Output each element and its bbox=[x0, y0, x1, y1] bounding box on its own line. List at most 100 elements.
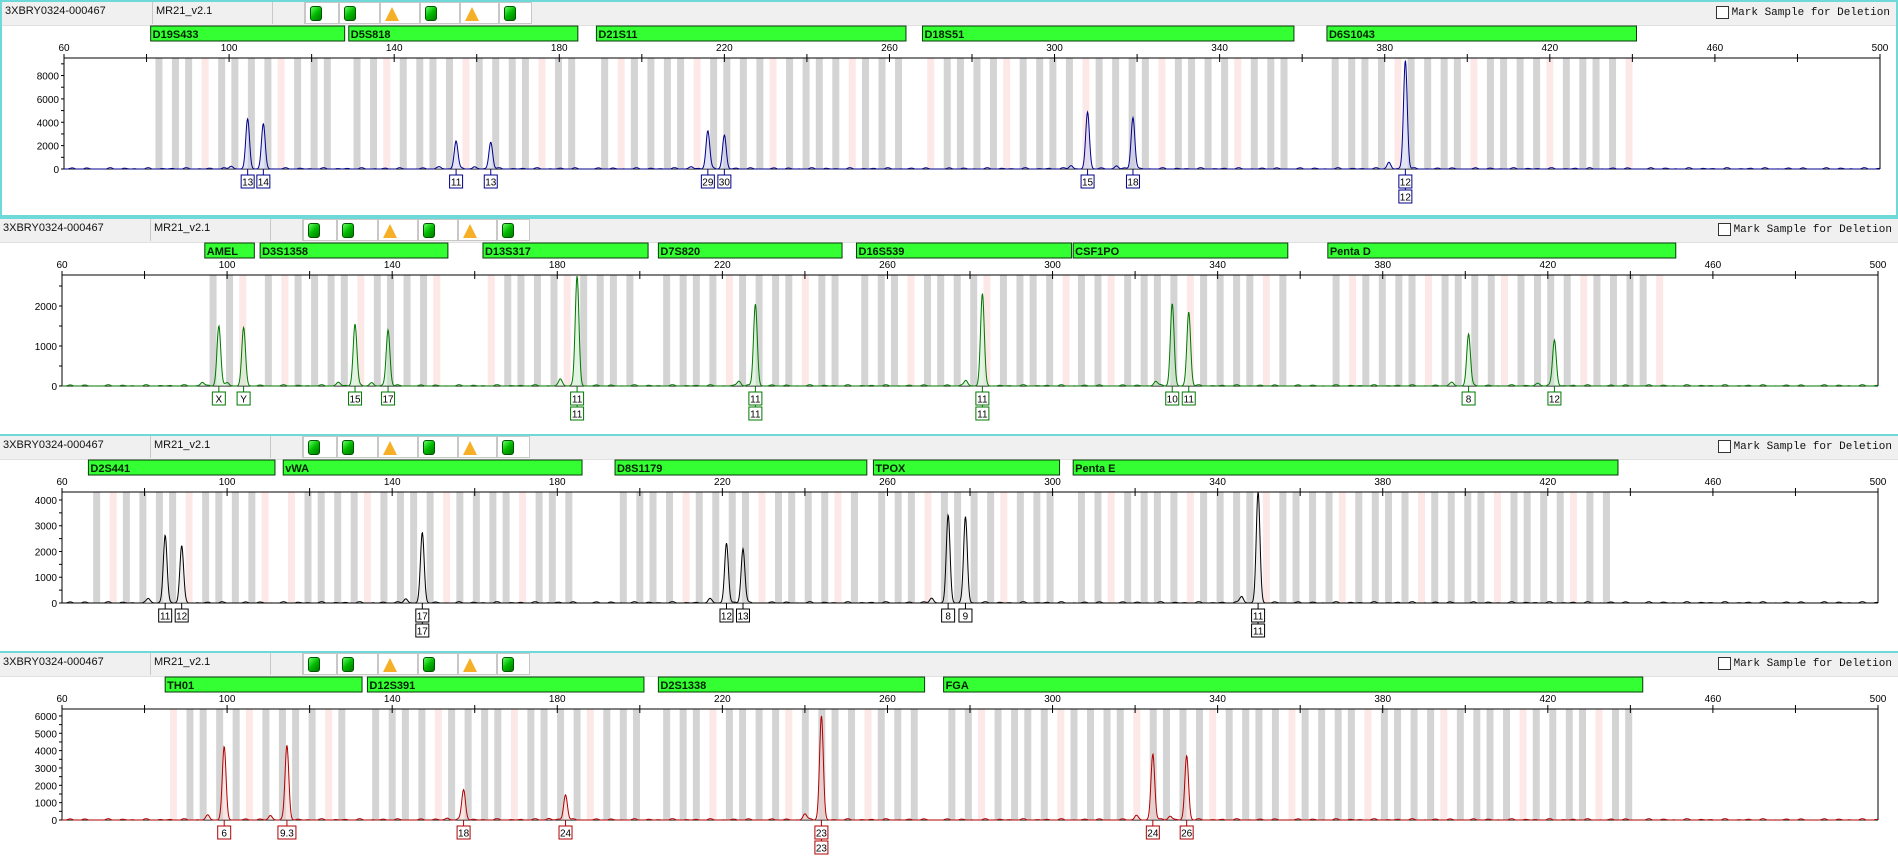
status-cell[interactable] bbox=[337, 436, 378, 458]
status-cell[interactable] bbox=[303, 219, 337, 241]
allele-label: 8 bbox=[1466, 395, 1472, 406]
marker-bar[interactable]: D2S441 bbox=[87, 459, 276, 476]
empty-cell bbox=[273, 2, 305, 24]
marker-bar[interactable]: Penta E bbox=[1072, 459, 1619, 476]
marker-bar[interactable]: D21S11 bbox=[595, 25, 907, 42]
status-cell[interactable] bbox=[339, 2, 380, 24]
status-cell[interactable] bbox=[378, 219, 418, 241]
marker-bar[interactable]: TPOX bbox=[872, 459, 1061, 476]
peak-call[interactable]: 17 bbox=[381, 386, 396, 406]
allele-label: 24 bbox=[1147, 829, 1159, 840]
peak-call[interactable]: 8 bbox=[1461, 386, 1476, 406]
marker-bar[interactable]: TH01 bbox=[164, 676, 363, 693]
peak-call[interactable]: 13 bbox=[483, 169, 498, 189]
status-cell[interactable] bbox=[499, 2, 532, 24]
peak-call[interactable]: 8 bbox=[941, 603, 956, 623]
marker-bar[interactable]: CSF1PO bbox=[1072, 242, 1289, 259]
status-cell[interactable] bbox=[337, 219, 378, 241]
sample-panel: 3XBRY0324-000467 MR21_v2.1 Mark Sample for… bbox=[0, 217, 1898, 434]
marker-bar[interactable]: D16S539 bbox=[856, 242, 1073, 259]
peak-call[interactable]: 11 bbox=[158, 603, 173, 623]
peak-call[interactable]: 24 bbox=[1145, 820, 1160, 840]
peak-call[interactable]: 6 bbox=[217, 820, 232, 840]
status-cell[interactable] bbox=[378, 436, 418, 458]
allele-bin bbox=[215, 492, 223, 603]
marker-bar[interactable]: vWA bbox=[282, 459, 583, 476]
marker-bar[interactable]: D7S820 bbox=[657, 242, 843, 259]
peak-call[interactable]: 12 bbox=[1547, 386, 1562, 406]
status-cell[interactable] bbox=[337, 653, 378, 675]
peak-call[interactable]: Y bbox=[236, 386, 251, 406]
status-cell[interactable] bbox=[418, 653, 458, 675]
virtual-bin bbox=[864, 709, 872, 820]
mark-for-deletion-checkbox[interactable] bbox=[1715, 6, 1729, 19]
peak-call[interactable]: 18 bbox=[456, 820, 471, 840]
marker-bar[interactable]: D3S1358 bbox=[259, 242, 449, 259]
marker-bar[interactable]: D5S818 bbox=[348, 25, 579, 42]
peak-call[interactable]: 12 bbox=[174, 603, 189, 623]
peak-call[interactable]: 13 bbox=[736, 603, 750, 623]
mark-for-deletion[interactable]: Mark Sample for Deletion bbox=[1717, 440, 1892, 453]
peak-call[interactable]: 18 bbox=[1125, 169, 1140, 189]
status-cell[interactable] bbox=[380, 2, 420, 24]
status-cell[interactable] bbox=[420, 2, 460, 24]
peak-call[interactable]: 24 bbox=[558, 820, 573, 840]
marker-bar[interactable]: FGA bbox=[943, 676, 1644, 693]
marker-bar[interactable]: D6S1043 bbox=[1326, 25, 1637, 42]
allele-label: 17 bbox=[417, 627, 429, 638]
marker-bar[interactable]: D8S1179 bbox=[614, 459, 868, 476]
peak-call[interactable]: 9.3 bbox=[277, 820, 297, 840]
peak-call[interactable]: X bbox=[211, 386, 226, 406]
status-cell[interactable] bbox=[378, 653, 418, 675]
status-cell[interactable] bbox=[305, 2, 339, 24]
mark-for-deletion[interactable]: Mark Sample for Deletion bbox=[1715, 6, 1890, 19]
status-cell[interactable] bbox=[497, 219, 530, 241]
status-cell[interactable] bbox=[303, 436, 337, 458]
status-cell[interactable] bbox=[460, 2, 499, 24]
peak-call[interactable]: 29 bbox=[700, 169, 715, 189]
status-cell[interactable] bbox=[458, 653, 497, 675]
mark-for-deletion[interactable]: Mark Sample for Deletion bbox=[1717, 223, 1892, 236]
mark-for-deletion-checkbox[interactable] bbox=[1717, 657, 1731, 670]
peak-call[interactable]: 9 bbox=[958, 603, 973, 623]
status-cell[interactable] bbox=[303, 653, 337, 675]
mark-for-deletion[interactable]: Mark Sample for Deletion bbox=[1717, 657, 1892, 670]
peak-call[interactable]: 15 bbox=[348, 386, 363, 406]
peak-call[interactable]: 30 bbox=[717, 169, 732, 189]
marker-bar[interactable]: D13S317 bbox=[482, 242, 649, 259]
status-cell[interactable] bbox=[497, 436, 530, 458]
status-cell[interactable] bbox=[458, 436, 497, 458]
ok-green-icon bbox=[423, 223, 435, 238]
peak-call[interactable]: 11 bbox=[1181, 386, 1196, 406]
peak-call[interactable]: 14 bbox=[256, 169, 271, 189]
peak-call[interactable]: 10 bbox=[1165, 386, 1180, 406]
peak-call[interactable]: 15 bbox=[1080, 169, 1095, 189]
status-cell[interactable] bbox=[458, 219, 497, 241]
marker-bar[interactable]: AMEL bbox=[204, 242, 255, 259]
marker-name: D18S51 bbox=[924, 29, 964, 41]
peak-call[interactable]: 26 bbox=[1179, 820, 1194, 840]
status-cell[interactable] bbox=[497, 653, 530, 675]
peak-call[interactable]: 13 bbox=[240, 169, 255, 189]
marker-bar[interactable]: D19S433 bbox=[150, 25, 346, 42]
status-cell[interactable] bbox=[418, 436, 458, 458]
marker-bar[interactable]: Penta D bbox=[1327, 242, 1677, 259]
marker-bar[interactable]: D12S391 bbox=[366, 676, 645, 693]
marker-bar[interactable]: D18S51 bbox=[921, 25, 1295, 42]
peak-call[interactable]: 12 bbox=[719, 603, 734, 623]
mark-for-deletion-checkbox[interactable] bbox=[1717, 223, 1731, 236]
allele-label-box bbox=[348, 391, 363, 406]
marker-bar[interactable]: D2S1338 bbox=[657, 676, 926, 693]
virtual-bin bbox=[169, 709, 177, 820]
peak-call[interactable]: 11 bbox=[449, 169, 464, 189]
virtual-bin bbox=[693, 58, 701, 169]
mark-for-deletion-checkbox[interactable] bbox=[1717, 440, 1731, 453]
status-cell[interactable] bbox=[418, 219, 458, 241]
